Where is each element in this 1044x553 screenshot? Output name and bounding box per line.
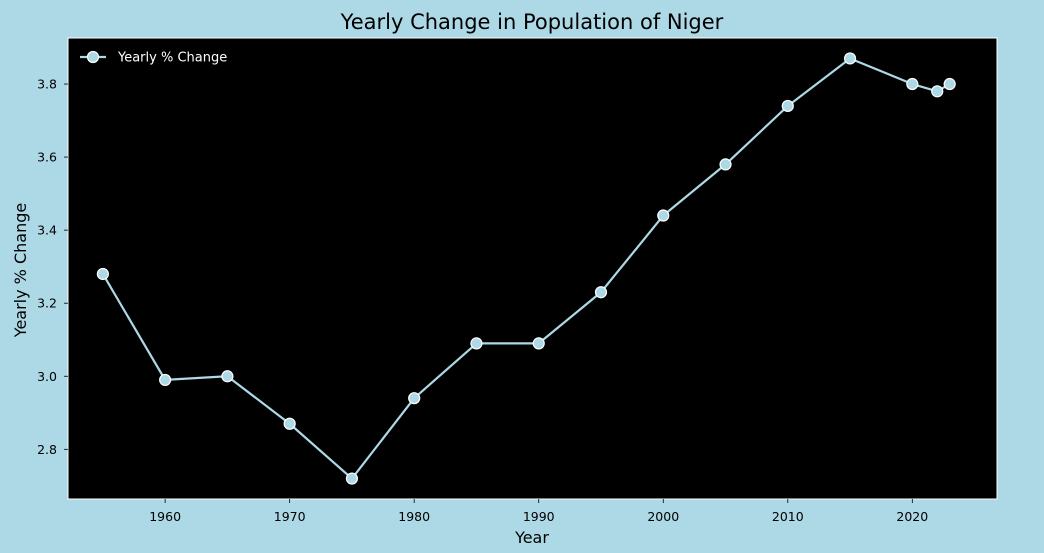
data-point xyxy=(96,267,109,281)
data-point xyxy=(345,472,359,485)
data-point xyxy=(781,99,794,113)
y-tick-label: 3.4 xyxy=(37,223,57,238)
y-axis: 2.8 3.0 3.2 3.4 3.6 3.8 xyxy=(37,77,68,457)
x-axis: 1960 1970 1980 1990 2000 2010 2020 xyxy=(149,499,928,524)
y-tick-label: 3.6 xyxy=(37,150,57,165)
data-point xyxy=(931,85,944,98)
x-tick-label: 1960 xyxy=(149,509,181,524)
x-tick-label: 1970 xyxy=(274,509,306,524)
y-tick-label: 3.2 xyxy=(37,296,57,311)
plot-area xyxy=(67,37,998,500)
data-point xyxy=(470,337,483,350)
y-tick-label: 2.8 xyxy=(37,442,57,457)
chart-title: Yearly Change in Population of Niger xyxy=(340,10,724,34)
legend-label: Yearly % Change xyxy=(117,51,227,66)
legend-marker xyxy=(86,50,100,64)
data-point xyxy=(159,373,172,387)
series-line xyxy=(101,57,951,480)
data-point xyxy=(532,337,545,350)
data-point xyxy=(221,370,234,383)
data-point xyxy=(943,77,956,91)
data-point xyxy=(843,52,857,65)
y-axis-label: Yearly % Change xyxy=(11,203,30,338)
data-point xyxy=(906,77,919,91)
x-tick-label: 2020 xyxy=(896,509,928,524)
data-point xyxy=(283,417,296,430)
series-layer xyxy=(96,52,956,485)
legend: Yearly % Change xyxy=(80,51,227,66)
data-point xyxy=(594,286,608,299)
data-point xyxy=(408,392,421,405)
data-point xyxy=(719,158,732,171)
data-point xyxy=(657,209,670,222)
y-tick-label: 3.0 xyxy=(37,369,57,384)
x-tick-label: 2010 xyxy=(772,509,804,524)
x-tick-label: 2000 xyxy=(647,509,679,524)
x-axis-label: Year xyxy=(514,528,549,547)
x-tick-label: 1980 xyxy=(398,509,430,524)
y-tick-label: 3.8 xyxy=(37,77,57,92)
x-tick-label: 1990 xyxy=(523,509,555,524)
